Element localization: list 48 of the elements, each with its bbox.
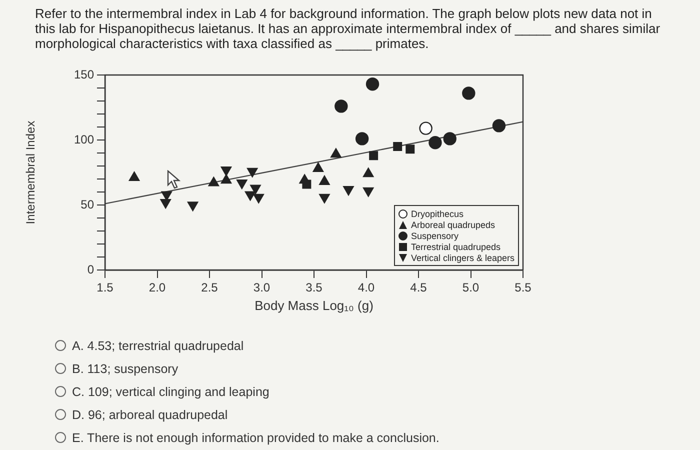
point	[393, 142, 402, 151]
x-tick-label: 5.5	[514, 280, 532, 295]
y-tick-label: 0	[87, 262, 94, 276]
text: B. 113; suspensory	[72, 362, 178, 376]
x-tick-label: 2.0	[148, 280, 166, 295]
y-axis-title: Intermembral Index	[24, 120, 38, 224]
x-tick-label: 4.0	[358, 280, 375, 295]
x-tick-label: 2.5	[201, 280, 218, 295]
legend-label: Vertical clingers & leapers	[411, 252, 515, 262]
x-axis-title: Body Mass Log₁₀ (g)	[254, 298, 374, 313]
point	[428, 136, 442, 150]
point	[253, 194, 264, 204]
point	[319, 194, 330, 204]
point	[160, 199, 171, 208]
point	[362, 187, 374, 197]
y-tick-label: 50	[80, 197, 94, 212]
point	[220, 166, 232, 176]
x-tick-label: 3.5	[306, 280, 323, 295]
x-tick-label: 3.0	[253, 280, 270, 295]
point	[187, 202, 198, 212]
point	[334, 100, 348, 113]
legend-label: Suspensory	[411, 230, 459, 240]
point	[419, 122, 432, 135]
point	[244, 191, 256, 201]
x-tick-label: 1.5	[96, 280, 114, 295]
chart-title: Refer to the intermembral index in Lab 4 for background information. The graph below plots new data not in this lab for Hispanopithecus laietanus. It has an approximate intermembral index of _____ and shares similar morphological characteristics with taxa classified as _____ primates.	[35, 6, 662, 51]
x-tick-label: 5.0	[462, 280, 480, 295]
legend-label: Dryopithecus	[411, 208, 464, 218]
point	[366, 78, 380, 91]
y-tick-label: 150	[74, 67, 94, 82]
text: A. 4.53; terrestrial quadrupedal	[72, 338, 244, 352]
point	[492, 119, 506, 132]
text: C. 109; vertical clinging and leaping	[72, 384, 270, 398]
point	[246, 168, 258, 178]
point	[343, 186, 354, 196]
text: D. 96; arboreal quadrupedal	[72, 408, 228, 422]
point	[462, 86, 476, 100]
point	[406, 144, 415, 154]
point	[236, 180, 248, 189]
point	[369, 151, 378, 160]
y-tick-label: 100	[74, 132, 94, 146]
point	[355, 132, 369, 146]
text: E. There is not enough information provided to make a conclusion.	[72, 430, 440, 444]
x-tick-label: 4.5	[410, 280, 428, 295]
legend-label: Arboreal quadrupeds	[411, 220, 496, 230]
legend-label: Terrestrial quadrupeds	[411, 242, 501, 252]
point	[443, 132, 456, 146]
point	[250, 184, 261, 194]
